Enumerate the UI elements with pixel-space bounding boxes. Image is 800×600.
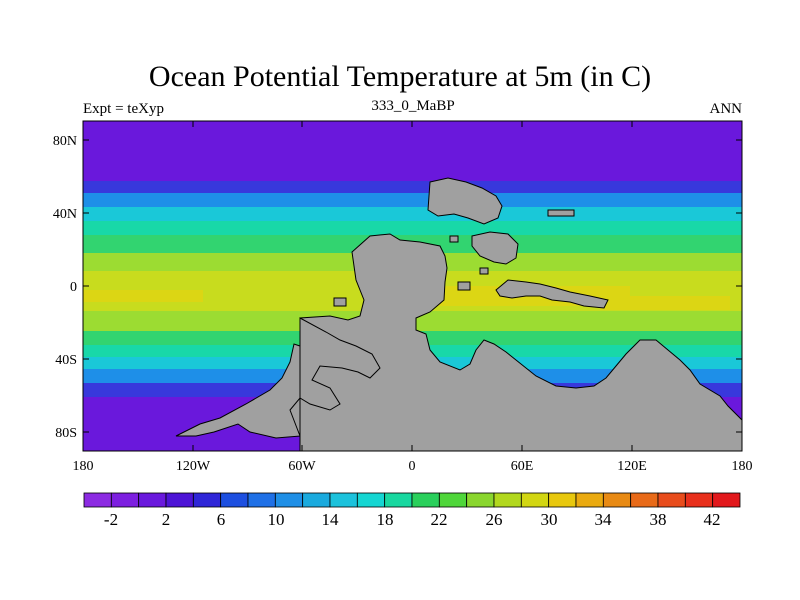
colorbar-swatch	[384, 492, 413, 508]
land-island-d	[479, 267, 489, 275]
colorbar-label: 18	[377, 510, 394, 529]
colorbar-swatch	[165, 492, 194, 508]
lon-tick-label: 120E	[617, 459, 647, 474]
band-north-temperate	[83, 221, 742, 235]
land-island-f	[333, 297, 347, 307]
colorbar-swatch	[602, 492, 632, 508]
colorbar-swatch	[684, 492, 714, 508]
lat-tick-label: 80S	[55, 426, 77, 441]
colorbar-swatch	[110, 492, 140, 508]
colorbar-label: 14	[322, 510, 340, 529]
lat-tick-label: 40S	[55, 353, 77, 368]
colorbar-label: 10	[268, 510, 285, 529]
colorbar-swatch	[630, 492, 659, 508]
land-island-a	[471, 231, 519, 265]
band-north-cool	[83, 193, 742, 207]
warm-patch-3	[83, 290, 203, 302]
lon-tick-label: 180	[732, 459, 753, 474]
lat-tick-label: 40N	[53, 207, 77, 222]
colorbar-swatch	[575, 492, 604, 508]
lon-tick-label: 60W	[288, 459, 316, 474]
land-laurasia	[427, 177, 503, 225]
colorbar-label: 38	[650, 510, 667, 529]
page-title: Ocean Potential Temperature at 5m (in C)	[148, 60, 652, 93]
colorbar-swatch	[192, 492, 222, 508]
colorbar-swatch	[657, 492, 686, 508]
colorbar-label: 26	[486, 510, 503, 529]
colorbar-label: -2	[104, 510, 118, 529]
map-field	[83, 121, 742, 451]
warm-patch-2	[600, 296, 730, 310]
season-label: ANN	[709, 101, 743, 117]
colorbar-label: 22	[431, 510, 448, 529]
land-island-e	[457, 281, 471, 291]
land-masses	[175, 177, 742, 451]
colorbar-label: 6	[217, 510, 226, 529]
colorbar	[83, 492, 741, 508]
longitude-axis: 180 120W 60W 0 60E 120E 180	[73, 121, 753, 474]
colorbar-swatch	[712, 492, 741, 508]
colorbar-swatch	[493, 492, 522, 508]
lon-tick-label: 180	[73, 459, 94, 474]
colorbar-swatch	[83, 492, 112, 508]
colorbar-swatch	[247, 492, 276, 508]
colorbar-label: 30	[541, 510, 558, 529]
band-north-mild	[83, 207, 742, 221]
colorbar-labels: -2 2 6 10 14 18 22 26 30 34 38 42	[104, 510, 721, 529]
colorbar-label: 2	[162, 510, 171, 529]
latitude-axis: 80N 40N 0 40S 80S	[53, 134, 742, 441]
land-island-b	[547, 209, 575, 217]
colorbar-swatch	[438, 492, 468, 508]
colorbar-swatch	[356, 492, 386, 508]
lon-tick-label: 120W	[176, 459, 211, 474]
colorbar-swatch	[520, 492, 550, 508]
band-north-polar	[83, 121, 742, 181]
colorbar-swatch	[138, 492, 167, 508]
experiment-label: Expt = teXyp	[83, 101, 164, 117]
land-archipelago	[495, 279, 609, 309]
colorbar-swatch	[220, 492, 249, 508]
time-label: 333_0_MaBP	[371, 98, 455, 114]
colorbar-swatch	[466, 492, 495, 508]
colorbar-swatch	[302, 492, 331, 508]
colorbar-label: 34	[595, 510, 613, 529]
lat-tick-label: 80N	[53, 134, 77, 149]
band-north-subpolar	[83, 181, 742, 193]
colorbar-swatch	[411, 492, 440, 508]
colorbar-swatch	[329, 492, 358, 508]
land-west-arm	[289, 317, 381, 437]
lat-tick-label: 0	[70, 280, 77, 295]
lon-tick-label: 0	[409, 459, 416, 474]
land-island-c	[449, 235, 459, 243]
lon-tick-label: 60E	[511, 459, 534, 474]
colorbar-label: 42	[704, 510, 721, 529]
colorbar-swatch	[274, 492, 304, 508]
colorbar-swatch	[548, 492, 577, 508]
